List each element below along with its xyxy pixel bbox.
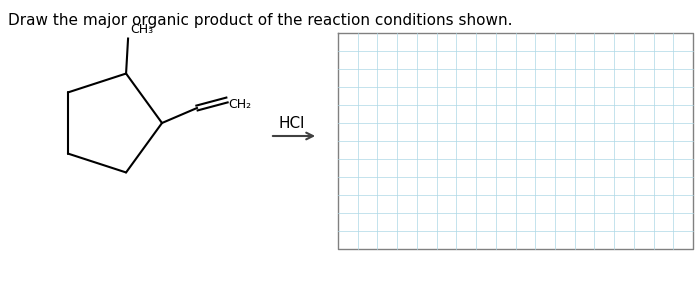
Text: Draw the major organic product of the reaction conditions shown.: Draw the major organic product of the re…	[8, 13, 512, 28]
Text: CH₂: CH₂	[228, 97, 251, 111]
Text: CH₃: CH₃	[130, 22, 153, 36]
Text: HCl: HCl	[279, 116, 305, 130]
